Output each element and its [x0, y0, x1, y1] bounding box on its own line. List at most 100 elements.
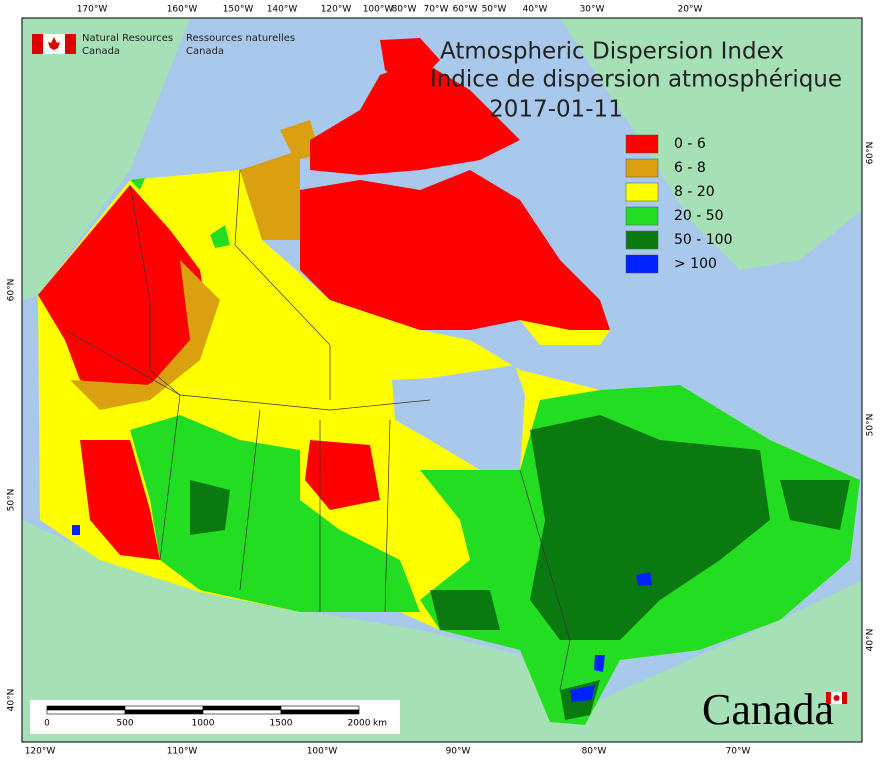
- scale-label: 1500: [270, 719, 293, 729]
- zone-green-tip: [130, 178, 145, 190]
- zone-red-arctic-south: [300, 170, 610, 335]
- longitude-label: 140°W: [267, 5, 298, 15]
- coordinate-labels: 170°W 160°W 150°W 140°W 120°W 100°W80°W 70°W 60…: [7, 5, 876, 757]
- title-en: Atmospheric Dispersion Index: [440, 39, 784, 65]
- longitude-label: 160°W: [167, 5, 198, 15]
- longitude-label: 100°W: [363, 5, 394, 15]
- boundary: [239, 409, 391, 613]
- zone-red-ellesmere: [380, 38, 440, 90]
- legend-label: 20 - 50: [674, 208, 724, 224]
- boundary: [234, 169, 331, 400]
- wordmark: Canada: [702, 685, 834, 734]
- scale-unit: km: [373, 719, 387, 729]
- latitude-label: 60°N: [866, 142, 876, 165]
- latitude-label: 60°N: [7, 279, 17, 302]
- scale-segment: [280, 705, 360, 711]
- longitude-label: 30°W: [580, 5, 605, 15]
- longitude-label: 40°W: [523, 5, 548, 15]
- scale-background: [30, 700, 400, 734]
- scale-label: 0: [44, 719, 50, 729]
- zone-green-islet: [210, 225, 230, 248]
- latitude-label: 50°N: [7, 489, 17, 512]
- latitude-label: 40°N: [866, 629, 876, 652]
- zone-orange-northwest: [70, 260, 220, 410]
- agency-en: Natural Resources: [82, 33, 173, 44]
- longitude-label: 170°W: [77, 5, 108, 15]
- scale-segment: [280, 709, 360, 715]
- zone-yellow-baffin: [520, 320, 610, 345]
- longitude-label: 50°W: [482, 5, 507, 15]
- latitude-label: 40°N: [7, 689, 17, 712]
- agency-block: Natural Resources Canada Ressources natu…: [32, 33, 295, 57]
- scale-segment: [124, 709, 204, 715]
- hudson-bay: [392, 365, 525, 470]
- flag-bar: [842, 692, 847, 704]
- zone-darkgreen-quebec: [530, 415, 770, 640]
- legend-label: > 100: [674, 256, 717, 272]
- longitude-label: 120°W: [25, 747, 56, 757]
- zone-darkgreen-west: [190, 480, 230, 535]
- flag-bar: [65, 34, 76, 54]
- scale-segment: [202, 709, 282, 715]
- longitude-label: 90°W: [446, 747, 471, 757]
- latitude-label: 50°N: [866, 414, 876, 437]
- boundary: [64, 329, 431, 411]
- longitude-label: 120°W: [321, 5, 352, 15]
- greenland: [560, 18, 862, 270]
- legend: 0 - 6 6 - 8 8 - 20 20 - 50 50 - 100 > 100: [625, 134, 733, 274]
- zone-orange-arctic: [240, 150, 300, 240]
- maple-leaf: [833, 695, 840, 701]
- longitude-label: 100°W: [307, 747, 338, 757]
- longitude-label: 20°W: [678, 5, 703, 15]
- flag-bar: [826, 692, 831, 704]
- legend-swatch: [625, 230, 659, 250]
- title-fr: Indice de dispersion atmosphérique: [430, 67, 842, 93]
- zone-red-northwest: [38, 185, 210, 395]
- flag-bar: [32, 34, 43, 54]
- longitude-label: 80°W: [582, 747, 607, 757]
- scale-segment: [202, 705, 282, 711]
- legend-swatch: [625, 206, 659, 226]
- alaska: [22, 18, 190, 300]
- legend-swatch: [625, 182, 659, 202]
- scale-segment: [124, 705, 204, 711]
- longitude-label: 60°W: [453, 5, 478, 15]
- zone-green-west: [130, 415, 420, 612]
- zone-red-arctic-north: [310, 60, 520, 175]
- boundary: [129, 184, 181, 561]
- scale-bar: 0 500 1000 1500 2000 km: [30, 700, 400, 734]
- zone-darkgreen-ontario: [430, 590, 500, 630]
- agency-fr: Ressources naturelles: [186, 33, 295, 44]
- map-area: [21, 17, 863, 743]
- agency-fr: Canada: [186, 46, 224, 57]
- date: 2017-01-11: [489, 97, 623, 123]
- boundaries: [64, 169, 571, 691]
- legend-label: 0 - 6: [674, 136, 706, 152]
- zone-red-prairie: [305, 440, 380, 510]
- zone-darkgreen-newfoundland: [780, 480, 850, 530]
- longitude-label: 110°W: [167, 747, 198, 757]
- legend-label: 8 - 20: [674, 184, 715, 200]
- map-frame: [21, 17, 863, 743]
- wordmark-flag: [826, 691, 847, 705]
- agency-en: Canada: [82, 46, 120, 57]
- longitude-label: 70°W: [424, 5, 449, 15]
- maple-leaf: [48, 37, 60, 50]
- legend-swatch: [625, 158, 659, 178]
- legend-label: 6 - 8: [674, 160, 706, 176]
- scale-label: 1000: [192, 719, 215, 729]
- scale-label: 500: [116, 719, 133, 729]
- scale-segment: [46, 709, 126, 715]
- legend-label: 50 - 100: [674, 232, 733, 248]
- legend-swatch: [625, 134, 659, 154]
- longitude-label: 80°W: [392, 5, 417, 15]
- longitude-label: 70°W: [726, 747, 751, 757]
- longitude-label: 150°W: [223, 5, 254, 15]
- legend-swatch: [625, 254, 659, 274]
- boundary: [519, 469, 571, 691]
- scale-segment: [46, 705, 126, 711]
- scale-label: 2000: [348, 719, 371, 729]
- zone-red-bc: [80, 440, 160, 560]
- united-states: [22, 520, 862, 742]
